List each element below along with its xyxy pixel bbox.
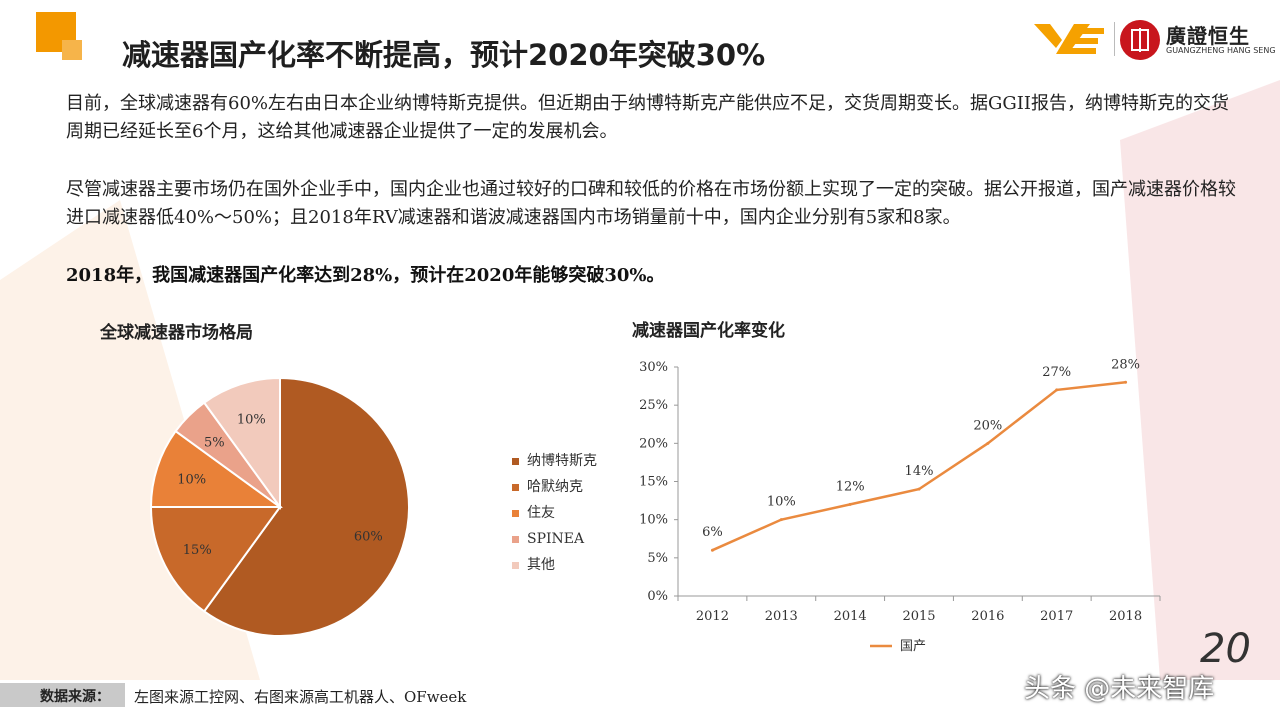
source-text: 左图来源工控网、右图来源高工机器人、OFweek xyxy=(134,688,467,706)
pie-slice-4 xyxy=(202,376,281,511)
pie-slice-label-1: 15% xyxy=(183,543,212,558)
legend-item-4: 其他 xyxy=(512,552,597,578)
legend-label: 纳博特斯克 xyxy=(527,453,597,469)
legend-label: 住友 xyxy=(527,505,555,521)
legend-swatch xyxy=(512,509,519,517)
line-chart: 0% 5% 10% 15% 20% 25% 30% 2012 2013 2014 2015 2016 2… xyxy=(639,357,1161,654)
legend-swatch xyxy=(512,561,519,569)
page-number: 20 xyxy=(1200,626,1251,672)
legend-label: 哈默纳克 xyxy=(527,479,583,495)
series-point xyxy=(848,502,852,506)
y-tick-label: 15% xyxy=(639,475,668,490)
line-chart-title: 减速器国产化率变化 xyxy=(632,321,785,341)
watermark: 头条 @未来智库 xyxy=(1024,674,1215,704)
source-label: 数据来源： xyxy=(40,689,110,705)
brand-name-en: GUANGZHENG HANG SENG xyxy=(1166,46,1276,55)
paragraph-conclusion: 2018年，我国减速器国产化率达到28%，预计在2020年能够突破30%。 xyxy=(66,265,665,286)
pie-slice-label-0: 60% xyxy=(354,530,383,545)
data-label: 27% xyxy=(1042,365,1071,380)
x-tick-label: 2013 xyxy=(765,609,798,624)
series-point xyxy=(917,487,921,491)
y-tick-label: 30% xyxy=(639,360,668,375)
legend-item-0: 纳博特斯克 xyxy=(512,448,597,474)
pie-chart: 60% 15% 10% 5% 10% xyxy=(149,376,410,637)
legend-swatch xyxy=(512,535,519,543)
pie-legend: 纳博特斯克哈默纳克住友 SPINEA 其他 xyxy=(512,448,597,578)
y-tick-label: 5% xyxy=(647,551,668,566)
line-legend-label: 国产 xyxy=(900,639,926,654)
accent-square-small xyxy=(62,40,82,60)
series-point xyxy=(1055,388,1059,392)
data-label: 10% xyxy=(767,495,796,510)
data-label: 20% xyxy=(973,418,1002,433)
series-point xyxy=(710,548,714,552)
paragraph-domestic: 尽管减速器主要市场仍在国外企业手中，国内企业也通过较好的口碑和较低的价格在市场份… xyxy=(66,179,1236,228)
legend-label: 其他 xyxy=(527,557,555,573)
ye-logo xyxy=(1034,24,1104,54)
series-point xyxy=(779,518,783,522)
data-label: 6% xyxy=(702,525,723,540)
series-point xyxy=(986,441,990,445)
legend-swatch xyxy=(512,457,519,465)
data-label: 28% xyxy=(1111,357,1140,372)
pie-slice-label-4: 10% xyxy=(237,413,266,428)
x-tick-label: 2015 xyxy=(902,609,935,624)
gzhs-seal-icon xyxy=(1120,20,1160,60)
x-tick-label: 2017 xyxy=(1040,609,1073,624)
paragraph-supply: 目前，全球减速器有60%左右由日本企业纳博特斯克提供。但近期由于纳博特斯克产能供… xyxy=(66,93,1229,142)
legend-item-1: 哈默纳克 xyxy=(512,474,597,500)
footer-bar xyxy=(0,683,125,707)
brand-name-cn: 廣證恒生 xyxy=(1166,24,1250,48)
pie-slice-1 xyxy=(149,506,282,613)
legend-swatch xyxy=(512,483,519,491)
pie-slice-label-2: 10% xyxy=(177,472,206,487)
pie-chart-title: 全球减速器市场格局 xyxy=(100,323,253,343)
legend-item-2: 住友 xyxy=(512,500,597,526)
pie-slice-0 xyxy=(202,376,410,637)
legend-item-3: SPINEA xyxy=(512,526,597,552)
x-tick-label: 2018 xyxy=(1109,609,1142,624)
y-tick-label: 20% xyxy=(639,436,668,451)
pie-slice-label-3: 5% xyxy=(204,435,225,450)
x-tick-label: 2014 xyxy=(834,609,867,624)
x-tick-label: 2016 xyxy=(971,609,1004,624)
data-label: 14% xyxy=(905,464,934,479)
y-tick-label: 10% xyxy=(639,513,668,528)
legend-label: SPINEA xyxy=(527,531,585,547)
pie-slice-2 xyxy=(149,429,284,508)
x-tick-label: 2012 xyxy=(696,609,729,624)
page-title: 减速器国产化率不断提高，预计2020年突破30% xyxy=(122,38,766,72)
data-label: 12% xyxy=(836,479,865,494)
series-point xyxy=(1124,380,1128,384)
logo-divider xyxy=(1114,22,1115,56)
y-tick-label: 25% xyxy=(639,398,668,413)
y-tick-label: 0% xyxy=(647,589,668,604)
